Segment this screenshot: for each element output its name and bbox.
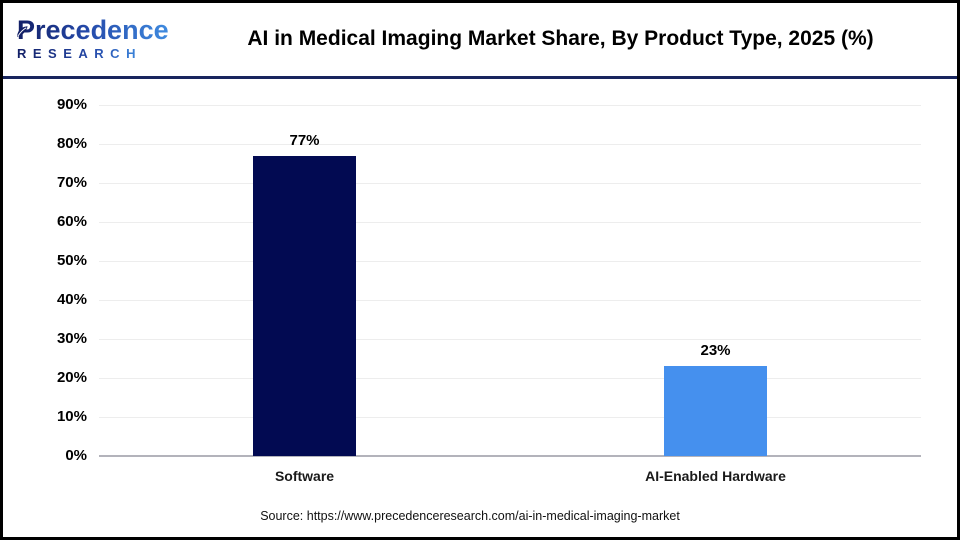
y-axis-labels: 90% 80% 70% 60% 50% 40% 30% 20% 10% 0% (3, 96, 87, 464)
x-axis-labels: Software AI-Enabled Hardware (99, 468, 921, 488)
gridline (99, 339, 921, 340)
chart-region: 90% 80% 70% 60% 50% 40% 30% 20% 10% 0% 77% 23% Sof… (3, 79, 957, 537)
y-tick-label: 90% (56, 96, 87, 113)
y-tick-label: 60% (56, 212, 87, 230)
bar-ai-enabled-hardware[interactable] (664, 366, 767, 456)
x-category-label: AI-Enabled Hardware (645, 468, 786, 484)
x-axis-line (99, 455, 921, 457)
bar-value-label: 77% (289, 131, 320, 149)
precedence-research-logo: Precedence RESEARCH (3, 17, 188, 62)
y-tick-label: 40% (56, 291, 87, 308)
header: Precedence RESEARCH AI in Medical Imagin… (3, 3, 957, 79)
y-tick-label: 50% (56, 251, 87, 269)
source-text: Source: https://www.precedenceresearch.c… (260, 509, 680, 523)
logo-subtitle: RESEARCH (17, 46, 142, 61)
leaf-icon (17, 26, 28, 37)
chart-title: AI in Medical Imaging Market Share, By P… (247, 27, 874, 51)
gridline (99, 143, 921, 145)
gridline (99, 416, 921, 418)
gridline (99, 105, 921, 106)
y-tick-label: 20% (56, 369, 87, 386)
y-tick-label: 80% (56, 134, 87, 152)
y-tick-label: 70% (56, 173, 87, 191)
bar-value-label: 23% (700, 342, 731, 360)
gridline (99, 378, 921, 379)
gridline (99, 260, 921, 262)
logo-wordmark: Precedence (17, 15, 169, 45)
y-tick-label: 0% (65, 447, 87, 464)
gridline (99, 300, 921, 301)
gridline (99, 182, 921, 184)
bar-software[interactable] (253, 155, 356, 456)
x-category-label: Software (274, 468, 335, 484)
y-tick-label: 30% (56, 329, 87, 347)
y-tick-label: 10% (56, 407, 87, 425)
plot-area: 77% 23% (99, 105, 921, 457)
gridline (99, 222, 921, 223)
